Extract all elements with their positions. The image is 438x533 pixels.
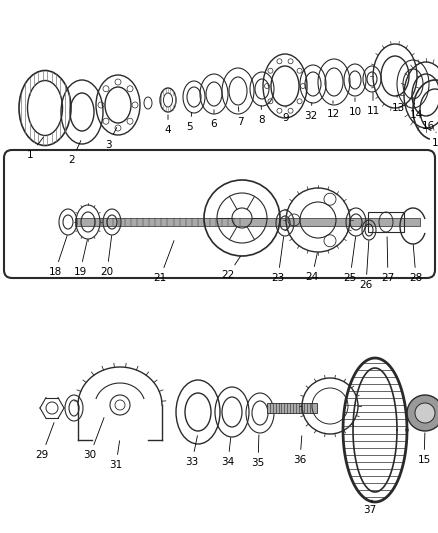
Text: 29: 29: [35, 423, 54, 460]
Text: 3: 3: [104, 127, 117, 150]
Text: 31: 31: [109, 441, 122, 470]
Text: 8: 8: [258, 106, 265, 125]
Text: 7: 7: [236, 107, 243, 127]
Text: 1: 1: [27, 137, 43, 160]
Text: 11: 11: [366, 93, 379, 116]
Text: 20: 20: [100, 236, 113, 277]
Text: 12: 12: [325, 101, 339, 119]
Bar: [367, 212, 403, 232]
Text: 9: 9: [282, 107, 289, 123]
Text: 4: 4: [164, 115, 171, 135]
Text: 14: 14: [409, 103, 422, 120]
Text: 26: 26: [359, 241, 372, 290]
Text: 27: 27: [381, 237, 394, 283]
Text: 17: 17: [431, 132, 438, 148]
Text: 24: 24: [305, 253, 318, 282]
Text: 2: 2: [68, 141, 81, 165]
Bar: [75, 218, 419, 226]
Text: 22: 22: [221, 256, 240, 280]
Text: 13: 13: [391, 95, 404, 113]
Text: 10: 10: [348, 98, 361, 117]
Text: 28: 28: [409, 245, 422, 283]
Text: 21: 21: [153, 240, 173, 283]
Text: 35: 35: [251, 435, 264, 468]
Text: 5: 5: [186, 113, 193, 132]
Text: 19: 19: [73, 240, 87, 277]
Text: 18: 18: [48, 236, 67, 277]
Text: 16: 16: [420, 115, 434, 131]
Circle shape: [406, 395, 438, 431]
Text: 33: 33: [185, 435, 198, 467]
Bar: [266, 403, 316, 413]
Text: 23: 23: [271, 237, 284, 283]
Text: 32: 32: [304, 103, 317, 121]
Text: 15: 15: [417, 433, 430, 465]
Text: 30: 30: [83, 417, 104, 460]
Text: 6: 6: [210, 110, 217, 129]
Text: 34: 34: [221, 438, 234, 467]
Text: 25: 25: [343, 237, 356, 283]
Text: 36: 36: [293, 436, 306, 465]
Circle shape: [414, 403, 434, 423]
Text: 37: 37: [363, 500, 376, 515]
